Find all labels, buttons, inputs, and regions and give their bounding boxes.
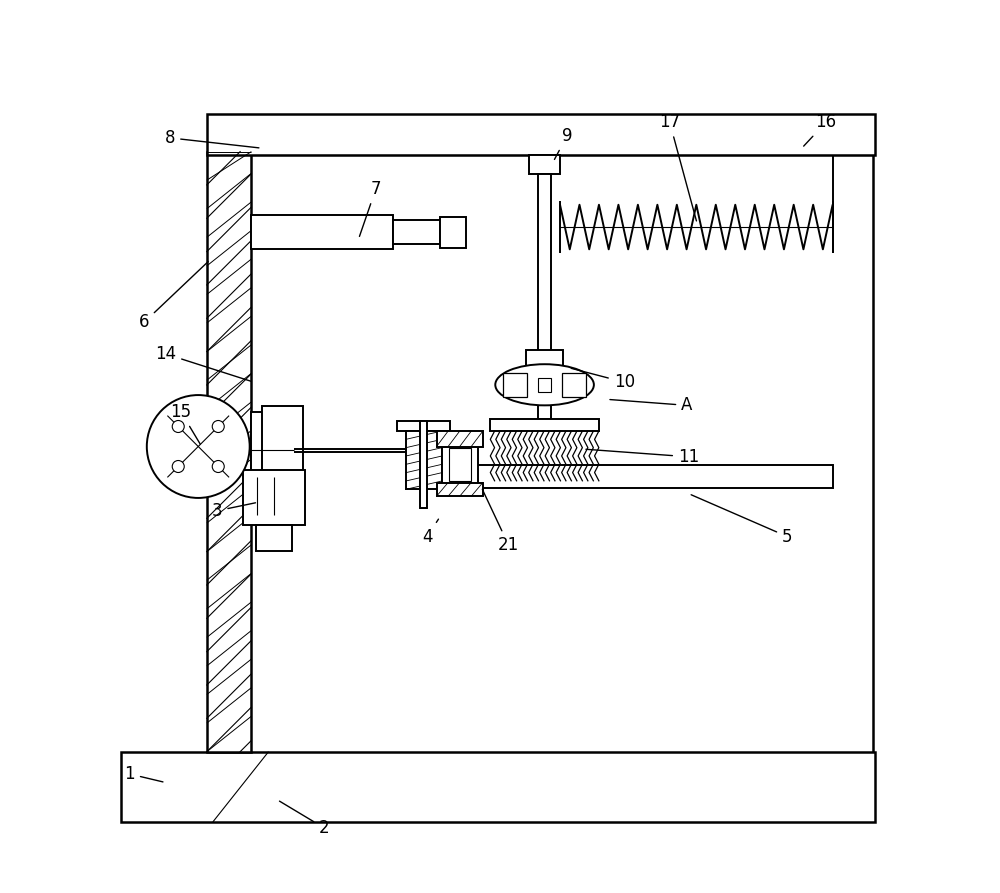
Ellipse shape [495,364,594,405]
Bar [562,372,586,396]
Bar [393,221,440,244]
Bar [397,421,450,431]
Text: 16: 16 [804,113,836,146]
Bar [243,470,305,525]
Text: 11: 11 [586,447,699,466]
Text: 8: 8 [165,129,259,148]
Bar [538,378,551,392]
Text: 6: 6 [139,262,208,331]
Bar [207,152,251,752]
Bar [121,752,875,822]
Bar [538,174,551,391]
Text: 17: 17 [659,113,696,221]
Bar [437,482,483,497]
Bar [529,155,560,174]
Text: 3: 3 [212,502,256,520]
Bar [449,448,471,480]
Text: 15: 15 [171,404,200,444]
Text: 5: 5 [691,495,792,546]
Bar [251,413,294,471]
Bar [442,438,478,489]
Circle shape [212,421,224,432]
Circle shape [172,461,184,472]
Text: 1: 1 [124,765,163,783]
Bar [490,419,599,431]
Bar [526,350,563,370]
Bar [538,385,551,419]
Text: A: A [610,396,693,414]
Text: 7: 7 [359,180,381,237]
Text: 10: 10 [571,368,635,391]
Text: 14: 14 [155,345,251,381]
Text: 21: 21 [482,489,519,554]
Bar [420,421,427,508]
Bar [251,215,393,249]
Circle shape [212,461,224,472]
Bar [406,431,442,489]
Circle shape [147,395,250,498]
Bar [440,217,466,247]
Text: 4: 4 [422,519,438,546]
Bar [503,372,527,396]
Text: 2: 2 [279,801,330,837]
Text: 9: 9 [554,127,572,160]
Bar [262,406,303,479]
Bar [437,465,833,488]
Bar [437,431,483,446]
Circle shape [172,421,184,432]
Bar [256,525,292,551]
Bar [207,114,875,155]
